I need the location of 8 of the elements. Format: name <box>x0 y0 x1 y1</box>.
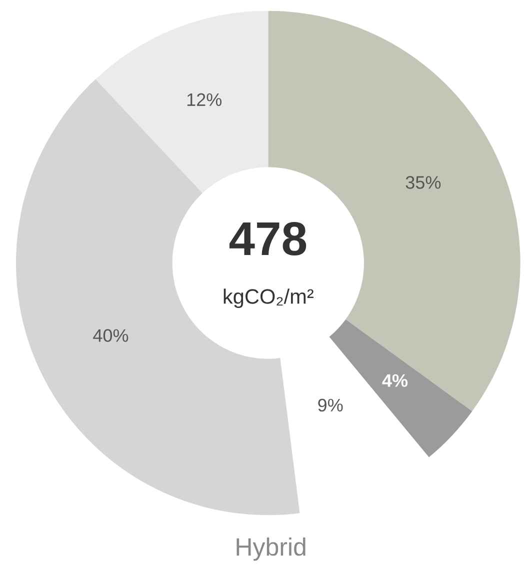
text: Hybrid <box>236 537 306 561</box>
data-label: 4% <box>382 374 408 387</box>
data-label: 12% <box>187 93 222 106</box>
data-label: 40% <box>93 329 128 342</box>
data-label: 9% <box>318 398 343 412</box>
data-label: 35% <box>406 176 441 189</box>
text: kgCO₂/m² <box>224 288 314 308</box>
text: 478 <box>229 222 306 256</box>
